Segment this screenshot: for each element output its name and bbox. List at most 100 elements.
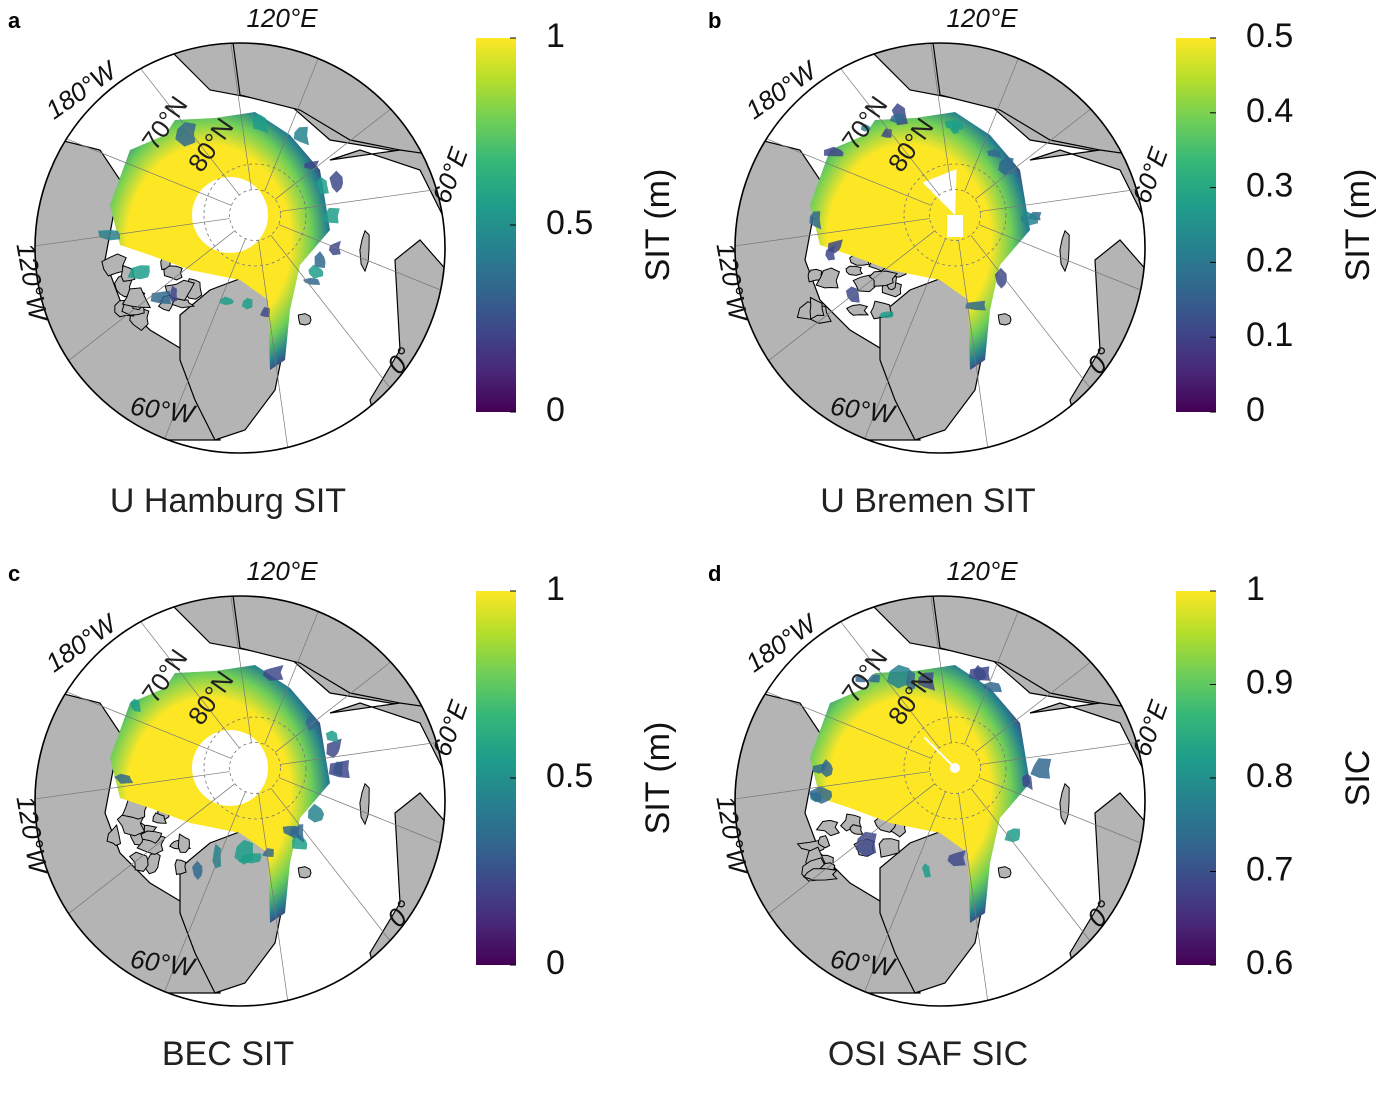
ice-edge-patch <box>982 681 1002 693</box>
ice-edge-patch <box>987 149 1002 159</box>
scandinavia-land <box>1029 149 1145 301</box>
colorbar-tick-label: 0.9 <box>1246 663 1293 701</box>
ice-edge-patch <box>824 146 844 157</box>
ice-edge-patch <box>303 277 321 285</box>
meridian-line <box>164 791 246 992</box>
meridian-line <box>274 661 391 753</box>
ice-edge-patch <box>329 170 343 193</box>
ice-edge-patch <box>308 264 324 279</box>
lat-circle-80 <box>229 742 281 794</box>
ice-edge-patch <box>821 759 833 778</box>
lon-label: 120°E <box>946 556 1018 586</box>
meridian-line <box>258 793 289 1001</box>
ice-edge-patch <box>307 803 325 823</box>
meridian-line <box>964 58 1019 192</box>
meridian-line <box>68 783 236 914</box>
meridian-line <box>766 691 932 759</box>
panel-c: 120°E 60°E 0° 60°W 120°W 180°W 70°N 80°N c BEC SI… <box>0 553 700 1106</box>
archipelago-island <box>101 253 127 277</box>
meridian-line <box>66 138 232 206</box>
ice-edge-patch <box>127 265 150 280</box>
meridian-line <box>230 596 252 743</box>
map-border <box>734 42 1146 454</box>
ice-edge-patch <box>305 715 316 731</box>
meridian-line <box>264 611 319 745</box>
meridian-line <box>978 777 1141 844</box>
meridian-line <box>766 138 932 206</box>
archipelago-island <box>152 812 167 824</box>
map-title: U Bremen SIT <box>820 482 1035 520</box>
colorbar-tick-label: 0 <box>1246 391 1265 429</box>
ice-edge-patch <box>994 267 1007 289</box>
meridian-line <box>840 621 940 749</box>
ice-edge-patch <box>861 123 871 132</box>
lat-circle-80 <box>929 742 981 794</box>
map-border <box>34 595 446 1007</box>
meridian-line <box>35 771 230 800</box>
colorbar-tick-label: 1 <box>1246 570 1265 608</box>
colorbar-tick-label: 0 <box>546 391 565 429</box>
lon-label: 60°E <box>426 696 474 760</box>
ice-edge-patch <box>965 300 986 311</box>
panel-a: 120°E 60°E 0° 60°W 120°W 180°W 70°N 80°N a U Hamb… <box>0 0 700 553</box>
ice-edge-patch <box>921 863 931 878</box>
greenland-land <box>179 274 286 441</box>
meridian-line <box>735 771 930 800</box>
meridian-line <box>270 234 391 388</box>
meridian-line <box>140 621 240 749</box>
archipelago-island <box>106 824 122 847</box>
meridian-line <box>970 787 1091 941</box>
ice-edge-patch <box>234 839 253 865</box>
meridian-line <box>970 234 1091 388</box>
colorbar-tick-label: 0.6 <box>1246 944 1293 982</box>
archipelago-island <box>163 265 183 281</box>
ice-edge-patch <box>867 674 880 683</box>
panel-letter: c <box>8 561 20 586</box>
meridian-line <box>35 218 230 247</box>
panel-letter: a <box>8 8 21 33</box>
map-body <box>735 596 1145 1006</box>
meridian-line <box>280 189 437 212</box>
ice-edge-patch <box>130 698 141 712</box>
map-title: BEC SIT <box>162 1035 294 1073</box>
archipelago-island <box>815 267 841 289</box>
lat-circle-80 <box>929 189 981 241</box>
meridian-line <box>958 240 989 448</box>
ice-edge-patch <box>261 848 274 857</box>
archipelago-island <box>128 851 149 872</box>
scandinavia-land <box>1029 702 1145 854</box>
lon-label: 60°E <box>1126 696 1174 760</box>
archipelago-island <box>817 835 831 849</box>
ice-edge-patch <box>295 824 304 843</box>
ice-edge-patch <box>947 850 966 867</box>
svalbard-island <box>997 866 1012 879</box>
archipelago-island <box>868 270 899 287</box>
colorbar-tick-label: 0.7 <box>1246 850 1293 888</box>
colorbar <box>1176 38 1216 412</box>
meridian-line <box>66 691 232 759</box>
ice-edge-patch <box>293 126 310 146</box>
meridian-line <box>840 68 940 196</box>
meridian-line <box>930 43 952 190</box>
meridian-line <box>974 108 1091 200</box>
colorbar-label: SIT (m) <box>639 169 677 282</box>
meridian-line <box>274 108 391 200</box>
ice-edge-patch <box>950 121 959 134</box>
scandinavia-land <box>329 702 445 854</box>
lon-label: 120°E <box>246 556 318 586</box>
panel-b: 120°E 60°E 0° 60°W 120°W 180°W 70°N 80°N b U Brem… <box>700 0 1400 553</box>
map-title: OSI SAF SIC <box>828 1035 1028 1073</box>
lat-circle-70 <box>903 163 1007 267</box>
ice-edge-patch <box>905 669 916 691</box>
panel-letter: d <box>708 561 721 586</box>
ice-edge-patch <box>328 240 341 256</box>
sea-ice-field <box>810 665 1030 923</box>
meridian-line <box>264 58 319 192</box>
ice-edge-patch <box>1020 211 1039 227</box>
lat-circle-80 <box>229 189 281 241</box>
novaya-zemlya-island <box>1059 782 1070 826</box>
pole-hole <box>192 177 268 253</box>
